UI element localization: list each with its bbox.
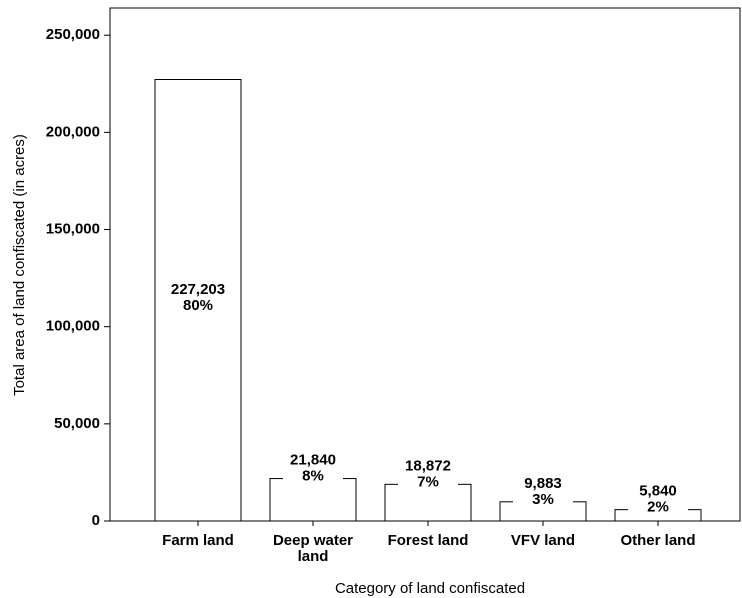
- y-axis-title: Total area of land confiscated (in acres…: [11, 134, 28, 396]
- y-tick-label: 50,000: [54, 415, 100, 432]
- label-bg: [398, 456, 458, 493]
- label-bg: [168, 280, 228, 317]
- value-label: 227,203: [171, 281, 225, 298]
- x-tick-label: Forest land: [387, 532, 469, 549]
- value-label: 21,840: [290, 452, 336, 469]
- value-label: 18,872: [405, 457, 451, 474]
- percent-label: 3%: [532, 491, 554, 508]
- value-label: 9,883: [524, 475, 562, 492]
- x-tick-label: Deep water land: [272, 532, 354, 565]
- percent-label: 7%: [417, 473, 439, 490]
- value-label: 5,840: [639, 483, 677, 500]
- y-tick-label: 250,000: [46, 26, 100, 43]
- percent-label: 80%: [183, 297, 213, 314]
- x-tick-label: Farm land: [162, 532, 234, 549]
- x-tick-label: Other land: [620, 532, 696, 549]
- y-tick-label: 0: [92, 512, 100, 529]
- x-axis-title: Category of land confiscated: [335, 580, 525, 597]
- y-tick-label: 150,000: [46, 220, 100, 237]
- percent-label: 2%: [647, 499, 669, 516]
- x-tick-label: VFV land: [510, 532, 576, 549]
- y-tick-label: 100,000: [46, 318, 100, 335]
- label-bg: [283, 450, 343, 487]
- label-bg: [513, 473, 573, 510]
- y-tick-label: 200,000: [46, 123, 100, 140]
- percent-label: 8%: [302, 468, 324, 485]
- label-bg: [628, 481, 688, 518]
